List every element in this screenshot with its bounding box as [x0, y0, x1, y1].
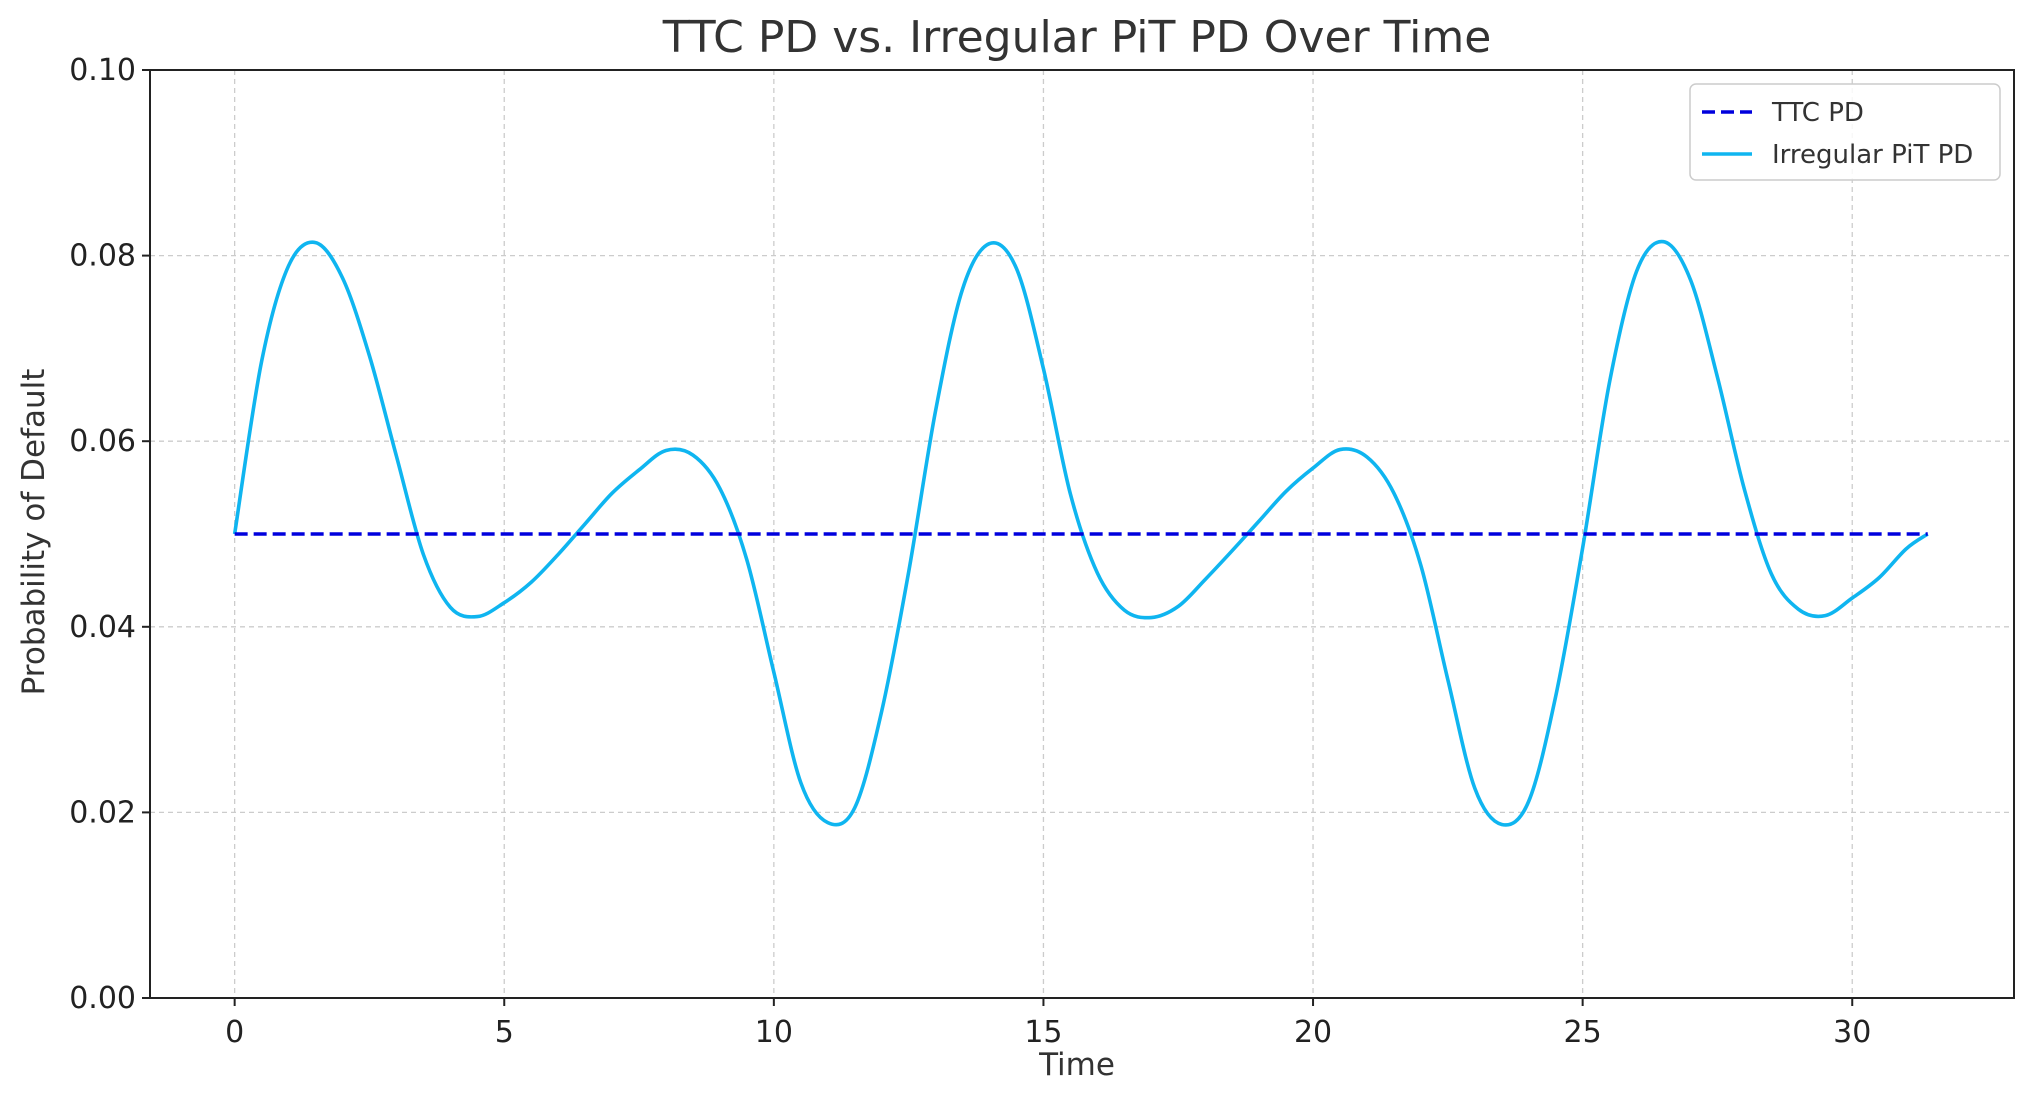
y-tick-label: 0.00	[69, 981, 136, 1016]
y-tick-label: 0.10	[69, 53, 136, 88]
chart-title: TTC PD vs. Irregular PiT PD Over Time	[662, 12, 1492, 63]
y-axis-label: Probability of Default	[16, 369, 52, 696]
x-tick-label: 30	[1833, 1015, 1871, 1050]
y-tick-label: 0.06	[69, 424, 136, 459]
y-tick-label: 0.04	[69, 610, 136, 645]
x-axis-label: Time	[1038, 1047, 1115, 1083]
x-tick-label: 5	[495, 1015, 514, 1050]
x-tick-label: 15	[1024, 1015, 1062, 1050]
series-layer	[232, 239, 1929, 827]
x-tick-label: 20	[1294, 1015, 1332, 1050]
y-axis: 0.00 0.02 0.04 0.06 0.08 0.10	[69, 53, 150, 1016]
series-irregular-pit-pd-line	[232, 239, 1929, 827]
legend-entry-label: Irregular PiT PD	[1772, 140, 1973, 170]
x-axis: 0 5 10 15 20 25 30	[225, 998, 1871, 1050]
x-tick-label: 25	[1564, 1015, 1602, 1050]
x-tick-label: 0	[225, 1015, 244, 1050]
legend: TTC PD Irregular PiT PD	[1689, 83, 2001, 181]
legend-box	[1689, 83, 2001, 181]
legend-entry-label: TTC PD	[1771, 98, 1864, 128]
y-tick-label: 0.08	[69, 239, 136, 274]
x-tick-label: 10	[755, 1015, 793, 1050]
y-tick-label: 0.02	[69, 795, 136, 830]
plot-frame	[149, 69, 2015, 999]
